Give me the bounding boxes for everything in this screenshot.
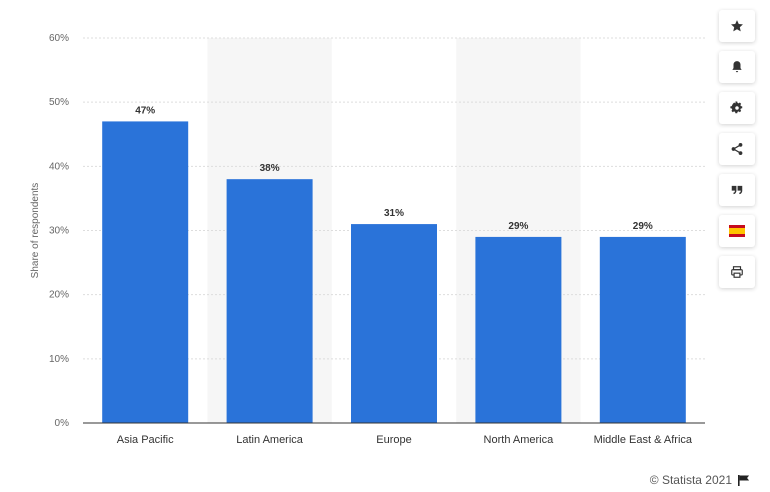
gear-icon: [730, 101, 743, 114]
share-icon: [731, 143, 743, 155]
data-label: 47%: [135, 105, 155, 116]
y-tick-label: 10%: [49, 354, 69, 365]
print-icon: [731, 266, 743, 278]
quote-icon: [731, 185, 743, 195]
print-button[interactable]: [719, 256, 755, 288]
x-tick-label: Europe: [376, 434, 411, 446]
x-tick-label: Latin America: [236, 434, 304, 446]
data-label: 38%: [260, 163, 280, 174]
credit-text: © Statista 2021: [649, 473, 732, 487]
spain-flag-icon: [729, 225, 745, 237]
bars: [102, 121, 686, 424]
chart-toolbar: [719, 10, 759, 297]
y-tick-label: 30%: [49, 226, 69, 237]
data-label: 31%: [384, 208, 404, 219]
statista-credit[interactable]: © Statista 2021: [650, 473, 750, 487]
bar-chart: 47% 38% 31% 29% 29% 0% 10% 20% 30% 40% 50% 60% Asi…: [30, 33, 705, 446]
data-label: 29%: [633, 221, 653, 232]
y-tick-label: 20%: [49, 290, 69, 301]
share-button[interactable]: [719, 133, 755, 165]
favorite-button[interactable]: [719, 10, 755, 42]
language-button[interactable]: [719, 215, 755, 247]
bar[interactable]: [475, 236, 562, 423]
cite-button[interactable]: [719, 174, 755, 206]
y-tick-labels: 0% 10% 20% 30% 40% 50% 60%: [49, 33, 69, 429]
y-axis-label: Share of respondents: [30, 183, 41, 279]
data-label: 29%: [508, 221, 528, 232]
y-tick-label: 40%: [49, 161, 69, 172]
bar[interactable]: [351, 224, 437, 423]
star-icon: [731, 20, 743, 32]
y-tick-label: 0%: [55, 418, 70, 429]
y-tick-label: 50%: [49, 97, 69, 108]
y-tick-label: 60%: [49, 33, 69, 44]
bar[interactable]: [226, 179, 313, 423]
x-tick-label: Middle East & Africa: [594, 434, 693, 446]
notification-button[interactable]: [719, 51, 755, 83]
x-tick-labels: Asia Pacific Latin America Europe North Ame…: [117, 434, 693, 446]
flag-icon: [738, 474, 750, 486]
x-tick-label: North America: [484, 434, 555, 446]
bar[interactable]: [102, 121, 189, 424]
bar[interactable]: [599, 236, 686, 423]
x-tick-label: Asia Pacific: [117, 434, 174, 446]
bell-icon: [732, 61, 742, 73]
settings-button[interactable]: [719, 92, 755, 124]
data-labels: 47% 38% 31% 29% 29%: [135, 105, 653, 232]
